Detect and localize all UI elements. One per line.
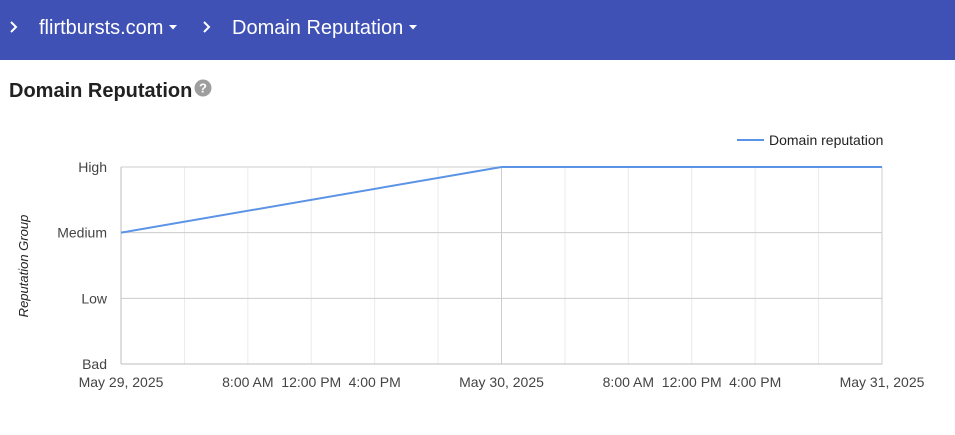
legend-label: Domain reputation — [769, 132, 883, 148]
section-selector[interactable]: Domain Reputation — [232, 15, 418, 41]
x-tick-label: May 31, 2025 — [840, 374, 925, 390]
chevron-right-icon — [10, 21, 18, 33]
x-tick-label: 4:00 PM — [349, 374, 401, 390]
y-tick-label: High — [78, 159, 107, 175]
domain-selector[interactable]: flirtbursts.com — [39, 15, 178, 41]
x-tick-label: 8:00 AM — [222, 374, 273, 390]
x-tick-label: May 30, 2025 — [459, 374, 544, 390]
x-tick-label: 12:00 PM — [281, 374, 341, 390]
x-tick-label: 12:00 PM — [662, 374, 722, 390]
domain-selector-label: flirtbursts.com — [39, 17, 164, 39]
page-title-text: Domain Reputation — [9, 80, 193, 102]
y-tick-label: Medium — [57, 225, 107, 241]
svg-text:?: ? — [199, 80, 207, 95]
caret-down-icon — [409, 25, 418, 30]
page-title: Domain Reputation ? — [9, 79, 212, 103]
x-tick-label: 4:00 PM — [729, 374, 781, 390]
section-selector-label: Domain Reputation — [232, 17, 404, 39]
x-tick-label: 8:00 AM — [603, 374, 654, 390]
y-tick-label: Bad — [82, 356, 107, 372]
top-app-bar: flirtbursts.com Domain Reputation — [0, 0, 955, 60]
x-tick-label: May 29, 2025 — [79, 374, 164, 390]
caret-down-icon — [169, 25, 178, 30]
chevron-right-icon — [203, 21, 211, 33]
y-tick-label: Low — [81, 290, 108, 306]
help-circle-icon[interactable]: ? — [194, 79, 212, 97]
y-axis-title: Reputation Group — [16, 215, 31, 318]
